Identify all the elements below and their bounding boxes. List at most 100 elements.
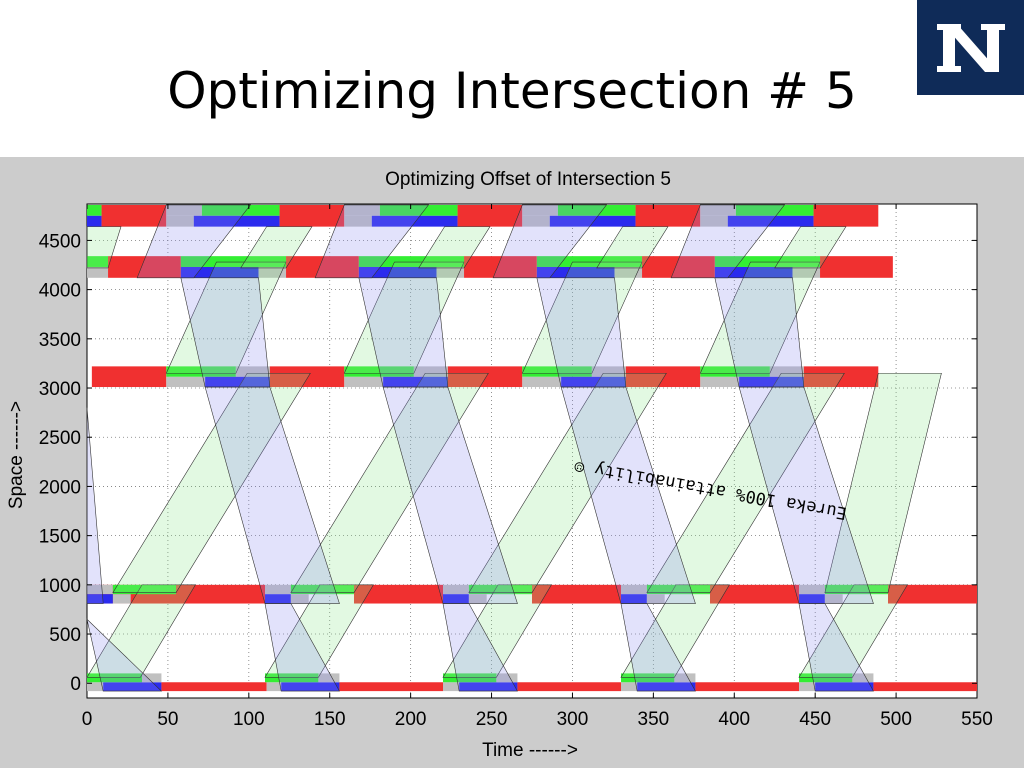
y-tick-label: 4500 [39, 231, 81, 252]
signal-bar [339, 682, 443, 692]
signal-bar [710, 584, 799, 604]
signal-bar [769, 366, 804, 377]
y-tick-label: 500 [49, 625, 81, 646]
signal-bar [557, 204, 636, 216]
axis-ticks: 0 50 100 150 200 250 300 350 400 450 500 550 0 500 100… [39, 204, 993, 730]
signal-bar [436, 266, 465, 278]
signal-bar [176, 584, 265, 604]
x-tick-label: 500 [880, 709, 912, 730]
signal-bar [799, 682, 816, 692]
chart-title: Optimizing Offset of Intersection 5 [385, 169, 671, 190]
progression-bands [86, 204, 942, 692]
signal-bar [265, 584, 291, 595]
signal-bar [344, 376, 384, 388]
signal-bars [87, 204, 977, 692]
signal-bar [290, 594, 309, 604]
signal-bar [269, 366, 345, 388]
signal-bar [235, 366, 270, 377]
x-tick-label: 350 [638, 709, 670, 730]
signal-bar [799, 584, 825, 595]
progression-band [204, 386, 340, 604]
signal-bar [468, 594, 487, 604]
signal-bar [281, 682, 340, 692]
signal-bar [464, 256, 537, 278]
signal-bar [103, 682, 162, 692]
x-tick-label: 0 [82, 709, 93, 730]
signal-bar [87, 256, 109, 267]
signal-bar [112, 594, 131, 604]
signal-bar [625, 366, 701, 388]
signal-bar [265, 594, 291, 604]
signal-bar [621, 584, 647, 595]
university-logo [917, 0, 1024, 95]
signal-bar [318, 673, 340, 683]
signal-bar [468, 584, 532, 595]
signal-bar [290, 584, 354, 595]
x-tick-label: 450 [799, 709, 831, 730]
signal-bar [161, 682, 267, 692]
progression-band [264, 603, 340, 692]
signal-bar [286, 256, 359, 278]
signal-bar [815, 682, 874, 692]
x-tick-label: 50 [157, 709, 178, 730]
signal-bar [646, 584, 710, 595]
signal-bar [621, 594, 647, 604]
y-tick-label: 2500 [39, 428, 81, 449]
signal-bar [87, 215, 102, 227]
x-tick-label: 200 [395, 709, 427, 730]
signal-bar [459, 682, 518, 692]
signal-bar [457, 204, 523, 227]
signal-bar [549, 215, 636, 227]
progression-band [798, 584, 908, 678]
signal-bar [142, 673, 162, 683]
signal-bar [266, 682, 282, 692]
signal-bar [852, 673, 874, 683]
n-logo-icon [937, 24, 1005, 72]
signal-bar [496, 673, 518, 683]
y-tick-label: 4000 [39, 281, 81, 302]
signal-bar [344, 204, 380, 216]
signal-bar [354, 584, 443, 604]
signal-bar [101, 204, 167, 227]
progression-band [264, 584, 374, 678]
progression-band [86, 407, 104, 604]
signal-bar [166, 376, 206, 388]
signal-bar [536, 266, 615, 278]
signal-bar [166, 366, 236, 377]
progression-band [382, 386, 518, 604]
x-tick-label: 550 [961, 709, 993, 730]
x-axis-label: Time ------> [482, 740, 578, 761]
signal-bar [614, 266, 643, 278]
signal-bar [522, 204, 558, 216]
signal-bar [700, 376, 740, 388]
signal-bar [358, 266, 437, 278]
progression-band [165, 261, 287, 374]
signal-bar [383, 376, 448, 388]
progression-band [240, 226, 313, 269]
signal-bar [739, 376, 804, 388]
progression-band [343, 261, 465, 374]
signal-bar [803, 366, 879, 388]
progression-band [560, 386, 696, 604]
y-tick-label: 3000 [39, 379, 81, 400]
progression-band [620, 603, 696, 692]
signal-bar [727, 215, 814, 227]
signal-bar [166, 204, 202, 216]
signal-bar [447, 366, 523, 388]
signal-bar [873, 682, 977, 692]
y-tick-label: 3500 [39, 330, 81, 351]
signal-bar [522, 215, 550, 227]
signal-bar [166, 215, 194, 227]
progression-band [798, 603, 874, 692]
x-tick-label: 150 [314, 709, 346, 730]
signal-bar [279, 204, 345, 227]
signal-bar [700, 366, 770, 377]
progression-band [442, 584, 552, 678]
signal-bar [205, 376, 270, 388]
signal-bar [112, 584, 176, 595]
signal-bar [700, 215, 728, 227]
signal-bar [642, 256, 715, 278]
progression-band [442, 603, 518, 692]
signal-bar [358, 256, 465, 267]
